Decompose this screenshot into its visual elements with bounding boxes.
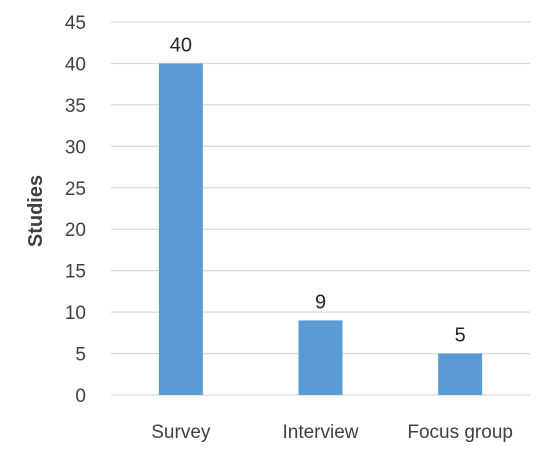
y-tick-label: 35	[65, 96, 86, 117]
x-tick-label: Interview	[282, 422, 358, 443]
y-tick-label: 25	[65, 179, 86, 200]
y-tick-label: 0	[75, 386, 86, 407]
y-tick-label: 30	[65, 137, 86, 158]
y-tick-label: 5	[75, 345, 86, 366]
data-label: 5	[455, 325, 466, 347]
y-tick-label: 15	[65, 262, 86, 283]
y-tick-label: 20	[65, 220, 86, 241]
bar-focus-group	[438, 353, 483, 395]
x-tick-label: Focus group	[407, 422, 513, 443]
bar-interview	[298, 320, 343, 395]
y-axis-label: Studies	[25, 175, 47, 247]
data-label: 40	[170, 34, 192, 56]
data-label: 9	[315, 291, 326, 313]
bar-survey	[158, 63, 203, 395]
y-tick-label: 45	[65, 13, 86, 34]
y-tick-label: 40	[65, 54, 86, 75]
x-tick-label: Survey	[151, 422, 211, 443]
y-tick-label: 10	[65, 303, 86, 324]
